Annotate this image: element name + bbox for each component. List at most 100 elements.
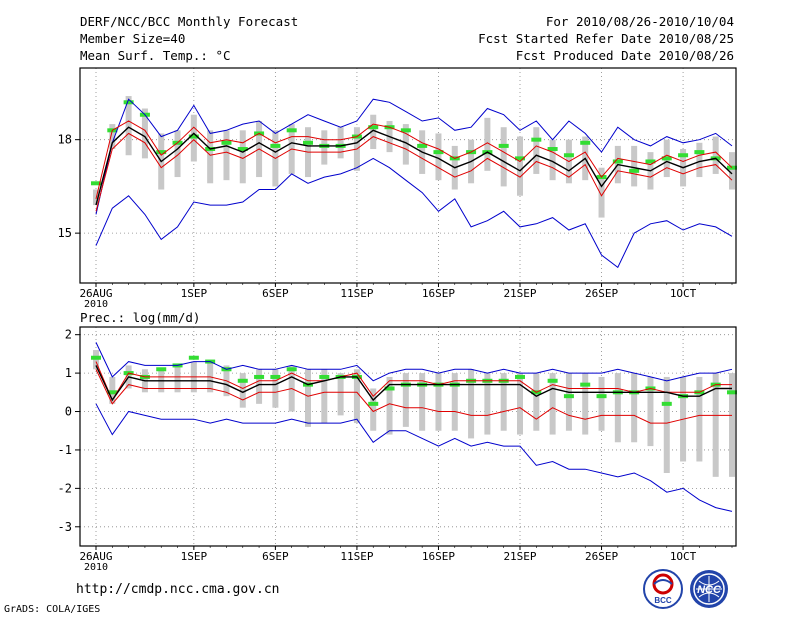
- ensemble-marker: [515, 156, 525, 161]
- series-ensemble-min: [95, 157, 733, 269]
- spread-box: [598, 376, 605, 431]
- variable-label: Mean Surf. Temp.: °C: [80, 48, 231, 63]
- series-ensemble-mean: [95, 126, 733, 206]
- series-ensemble-min: [95, 403, 733, 512]
- x-tick-label: 21SEP: [503, 550, 536, 563]
- series-ensemble-mean: [95, 365, 732, 402]
- spread-box: [386, 376, 393, 435]
- ensemble-marker: [254, 374, 265, 379]
- spread-box: [419, 373, 426, 431]
- spread-box: [517, 373, 523, 435]
- chart-title: DERF/NCC/BCC Monthly Forecast: [80, 14, 299, 29]
- ensemble-marker: [188, 134, 199, 139]
- x-tick-label: 2010: [84, 562, 108, 573]
- plot-frame: [79, 326, 737, 547]
- lower-panel-title: Prec.: log(mm/d): [80, 310, 200, 325]
- x-tick-label: 26AUG: [79, 550, 112, 563]
- x-tick-label: 1OCT: [670, 287, 697, 300]
- fcst-produced-date: Fcst Produced Date 2010/08/26: [515, 48, 734, 63]
- spread-box: [631, 145, 638, 187]
- ensemble-marker: [417, 143, 428, 148]
- spread-box: [549, 139, 556, 181]
- ensemble-marker: [368, 125, 379, 130]
- x-tick-label: 26SEP: [585, 287, 618, 300]
- spread-box: [402, 373, 409, 427]
- spread-box: [614, 373, 621, 443]
- ensemble-marker: [612, 159, 623, 164]
- member-size-label: Member Size=40: [80, 31, 186, 46]
- series-ensemble-max: [95, 342, 733, 382]
- spread-box: [272, 369, 279, 408]
- ensemble-marker: [368, 401, 379, 406]
- ensemble-marker: [580, 140, 591, 145]
- spread-box: [305, 369, 311, 427]
- forecast-period: For 2010/08/26-2010/10/04: [545, 14, 734, 29]
- ensemble-marker: [629, 168, 640, 173]
- ensemble-marker: [547, 147, 558, 152]
- spread-box: [435, 373, 442, 431]
- ensemble-marker: [531, 137, 542, 142]
- y-tick-label: 1: [65, 366, 72, 380]
- spread-box: [549, 373, 556, 435]
- spread-box: [484, 117, 491, 171]
- footer-url[interactable]: http://cmdp.ncc.cma.gov.cn: [76, 582, 280, 597]
- spread-box: [712, 136, 719, 174]
- spread-box: [321, 369, 328, 424]
- bcc-logo: BCC: [643, 569, 683, 609]
- spread-box: [468, 369, 475, 439]
- x-tick-label: 21SEP: [503, 287, 536, 300]
- spread-box: [402, 124, 409, 165]
- spread-box: [141, 108, 148, 159]
- ensemble-marker: [694, 150, 705, 155]
- spread-box: [533, 127, 540, 174]
- ensemble-marker: [727, 165, 737, 170]
- series-upper-spread: [95, 120, 733, 200]
- x-tick-label: 11SEP: [340, 287, 373, 300]
- ncc-logo: NCC: [690, 570, 728, 608]
- ensemble-marker: [727, 390, 737, 395]
- spread-box: [598, 167, 605, 218]
- spread-box: [174, 130, 181, 178]
- ensemble-marker: [270, 374, 281, 379]
- x-tick-label: 16SEP: [422, 550, 455, 563]
- spread-box: [647, 376, 654, 447]
- ensemble-marker: [237, 378, 248, 383]
- ensemble-marker: [107, 390, 118, 395]
- ensemble-marker: [286, 367, 297, 372]
- spread-box: [500, 127, 507, 187]
- ensemble-marker: [188, 355, 199, 360]
- series-upper-spread: [95, 361, 732, 402]
- ensemble-marker: [319, 374, 330, 379]
- ensemble-marker: [237, 147, 248, 152]
- ensemble-marker: [433, 150, 444, 155]
- x-tick-label: 1OCT: [670, 550, 697, 563]
- spread-box: [484, 373, 491, 435]
- y-tick-label: 18: [58, 133, 72, 147]
- spread-box: [729, 152, 735, 190]
- ensemble-marker: [156, 150, 167, 155]
- ensemble-marker: [547, 378, 558, 383]
- ensemble-marker: [580, 382, 591, 387]
- spread-box: [500, 373, 507, 431]
- y-tick-label: 15: [58, 226, 72, 240]
- spread-box: [239, 373, 246, 408]
- series-ensemble-max: [95, 98, 733, 215]
- ensemble-marker: [596, 394, 607, 399]
- spread-box: [517, 136, 523, 196]
- y-tick-label: 2: [65, 328, 72, 342]
- spread-box: [712, 373, 719, 477]
- spread-box: [223, 130, 230, 181]
- ensemble-marker: [221, 140, 232, 145]
- y-tick-label: -2: [58, 481, 72, 495]
- x-tick-label: 16SEP: [422, 287, 455, 300]
- spread-box: [582, 373, 589, 435]
- spread-box: [337, 373, 344, 416]
- spread-box: [174, 365, 181, 393]
- spread-box: [565, 373, 572, 431]
- ensemble-marker: [515, 374, 525, 379]
- ensemble-marker: [156, 367, 167, 372]
- spread-box: [533, 373, 540, 431]
- x-tick-label: 6SEP: [262, 287, 289, 300]
